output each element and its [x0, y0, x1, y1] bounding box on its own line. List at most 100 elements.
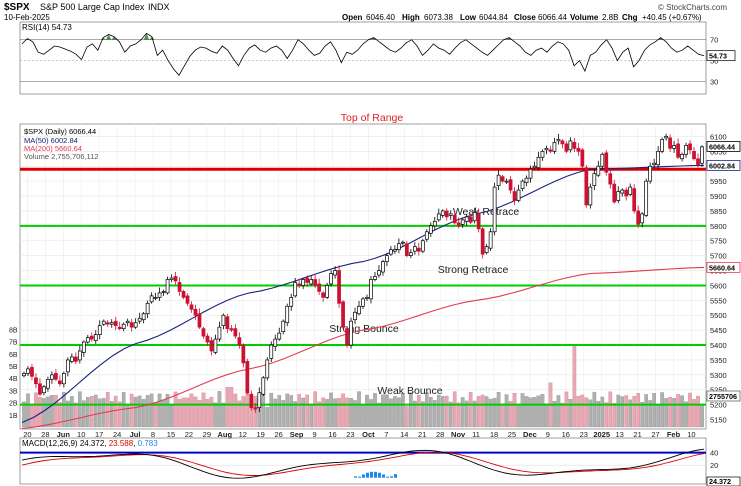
- candle-body: [420, 240, 425, 252]
- candle-body: [26, 368, 30, 374]
- volume-bar: [42, 398, 46, 428]
- volume-bar: [476, 396, 481, 428]
- macd-hist-bar: [378, 472, 381, 478]
- volume-bar: [269, 392, 274, 428]
- candle-body: [520, 180, 525, 189]
- candle-body: [317, 283, 321, 292]
- candle-body: [101, 320, 106, 325]
- volume-bar: [652, 393, 656, 428]
- candle-body: [612, 183, 617, 203]
- candle-body: [281, 320, 286, 332]
- volume-bar: [472, 400, 477, 428]
- volume-tick-label: 6B: [9, 352, 18, 359]
- volume-bar: [700, 403, 704, 428]
- candle-body: [245, 361, 250, 394]
- candle-body: [277, 332, 282, 340]
- candle-body: [648, 165, 653, 182]
- price-tick-label: 5900: [710, 192, 727, 201]
- candle-body: [369, 279, 373, 300]
- volume-bar: [81, 400, 86, 428]
- candle-body: [329, 273, 333, 285]
- volume-bar: [460, 397, 465, 428]
- candle-body: [145, 302, 150, 315]
- volume-bar: [600, 396, 605, 428]
- legend-volume: Volume 2,755,706,112: [24, 152, 99, 161]
- x-tick-label: 16: [562, 430, 570, 439]
- candle-body: [30, 367, 34, 377]
- volume-bar: [225, 386, 230, 428]
- volume-bar: [217, 391, 222, 428]
- candle-body: [149, 295, 154, 303]
- candle-body: [636, 210, 641, 225]
- candle-body: [129, 322, 134, 328]
- chg-label: Chg: [622, 13, 638, 22]
- volume-bar: [137, 395, 142, 428]
- volume-bar: [624, 395, 629, 428]
- volume-tag-box: [706, 390, 741, 402]
- volume-bar: [221, 402, 226, 428]
- volume-tick-label: 4B: [9, 376, 18, 383]
- rsi-label: RSI(14) 54.73: [22, 23, 72, 32]
- x-tick-label: 11: [472, 430, 480, 439]
- volume-bar: [596, 400, 601, 428]
- candle-body: [385, 255, 389, 262]
- candle-body: [229, 328, 234, 331]
- volume-bar: [672, 398, 676, 428]
- volume-bar: [572, 344, 577, 428]
- volume-bar: [341, 393, 345, 428]
- candle-body: [584, 167, 589, 206]
- volume-bar: [620, 396, 625, 428]
- volume-bar: [145, 395, 150, 428]
- macd-hist-bar: [362, 474, 365, 478]
- macd-signal-line: [21, 451, 705, 476]
- candle-body: [65, 359, 70, 373]
- volume-bar: [93, 394, 98, 428]
- volume-bar: [608, 391, 613, 428]
- price-tick-label: 5800: [710, 222, 727, 231]
- candle-body: [85, 337, 90, 343]
- candle-body: [480, 228, 485, 255]
- volume-bar: [692, 399, 696, 428]
- high-value: 6073.38: [424, 13, 453, 22]
- candle-body: [189, 304, 194, 310]
- volume-bar: [321, 397, 325, 428]
- candle-body: [261, 377, 266, 395]
- volume-bar: [580, 394, 585, 428]
- volume-bar: [197, 399, 202, 428]
- candle-body: [58, 380, 62, 385]
- volume-bar: [273, 398, 278, 428]
- candle-body: [333, 270, 337, 276]
- x-tick-label: Oct: [362, 430, 375, 439]
- price-tick-label: 5450: [710, 326, 727, 335]
- volume-value: 2.8B: [602, 13, 618, 22]
- candle-body: [628, 186, 633, 195]
- volume-tick-label: 8B: [9, 327, 18, 334]
- volume-bar: [301, 397, 306, 428]
- legend-ma50: MA(50) 6002.84: [24, 136, 78, 145]
- volume-bar: [588, 399, 593, 428]
- candle-body: [672, 145, 676, 149]
- macd-panel: [19, 437, 707, 485]
- ma50-tag-box: [706, 159, 741, 171]
- candle-body: [205, 335, 210, 343]
- volume-bar: [488, 398, 493, 428]
- level-annotation: Strong Retrace: [438, 264, 509, 276]
- candle-body: [89, 335, 94, 340]
- x-tick-label: Jun: [57, 430, 71, 439]
- candle-body: [293, 282, 298, 297]
- candle-body: [692, 150, 696, 160]
- x-tick-label: 15: [167, 430, 175, 439]
- volume-bar: [229, 386, 234, 428]
- volume-bar: [413, 400, 417, 428]
- candle-body: [680, 153, 684, 160]
- candle-body: [488, 231, 493, 249]
- x-tick-label: 23: [580, 430, 588, 439]
- volume-bar: [265, 407, 270, 428]
- volume-bar: [361, 404, 365, 428]
- volume-bar: [46, 396, 50, 428]
- volume-bar: [141, 399, 146, 428]
- volume-bar: [568, 399, 573, 428]
- volume-bar: [353, 400, 357, 428]
- volume-bar: [644, 394, 648, 428]
- candle-body: [600, 153, 605, 167]
